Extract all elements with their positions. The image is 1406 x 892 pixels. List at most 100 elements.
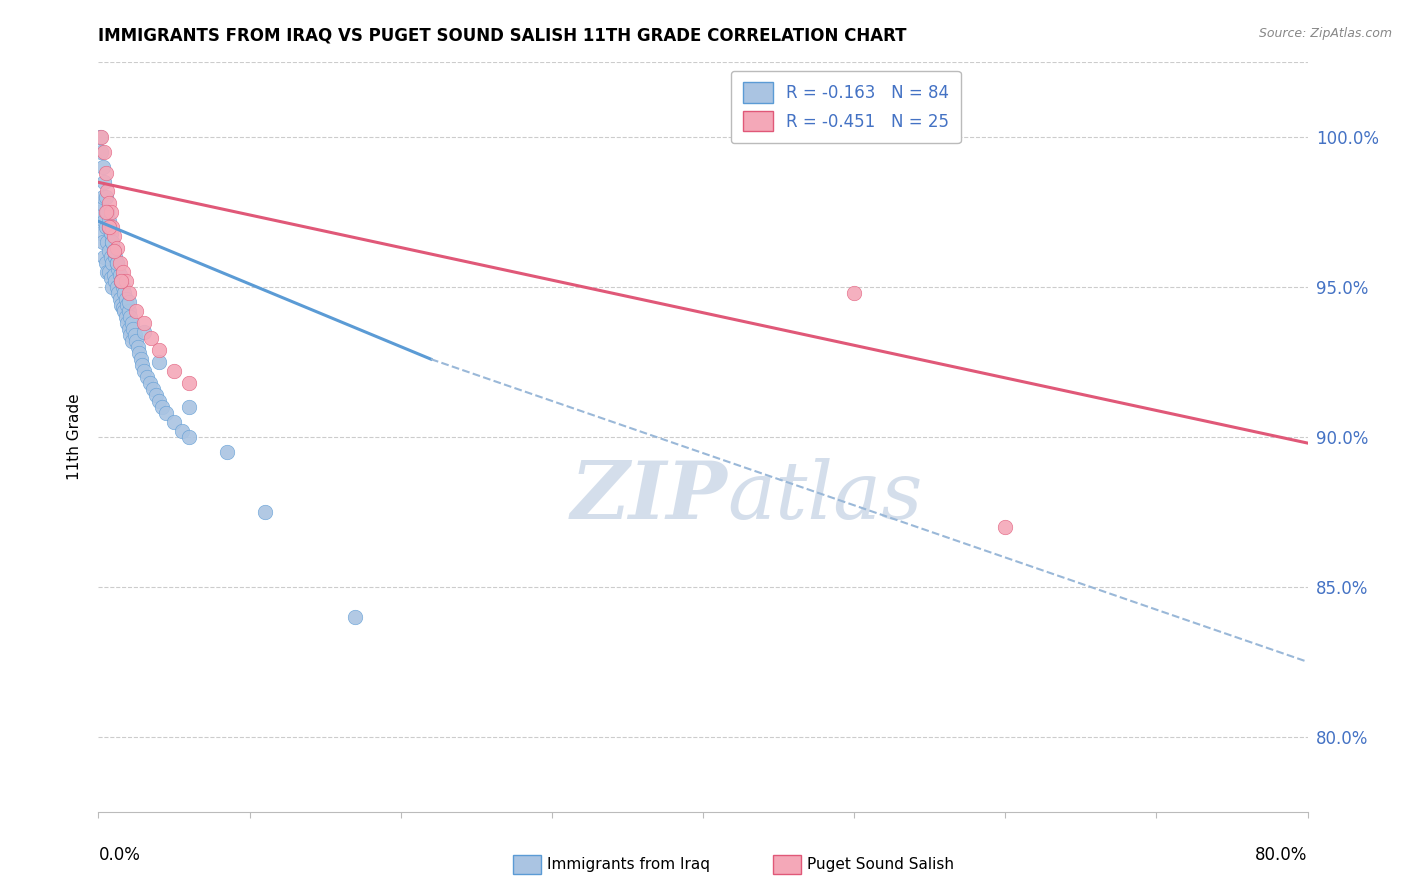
- Point: [141, 331, 163, 345]
- Point: [98, 214, 121, 228]
- Point: [148, 343, 170, 358]
- Point: [122, 322, 145, 336]
- Point: [118, 286, 141, 301]
- Point: [145, 388, 167, 402]
- Point: [91, 235, 114, 250]
- Point: [148, 394, 170, 409]
- Point: [179, 400, 201, 414]
- Point: [150, 400, 173, 414]
- Point: [90, 196, 112, 211]
- Point: [93, 175, 115, 189]
- Point: [108, 268, 131, 283]
- Point: [142, 382, 165, 396]
- Point: [131, 358, 153, 372]
- Point: [94, 256, 117, 270]
- Point: [105, 256, 128, 270]
- Point: [90, 130, 112, 145]
- Point: [114, 274, 136, 288]
- Point: [93, 145, 115, 160]
- Point: [104, 274, 127, 288]
- Point: [104, 250, 127, 264]
- Point: [103, 244, 125, 259]
- Legend: R = -0.163   N = 84, R = -0.451   N = 25: R = -0.163 N = 84, R = -0.451 N = 25: [731, 70, 960, 143]
- Point: [100, 227, 122, 241]
- Point: [100, 205, 122, 219]
- Point: [163, 364, 186, 378]
- Point: [103, 229, 125, 244]
- Point: [121, 334, 143, 348]
- Point: [118, 322, 141, 336]
- Text: ZIP: ZIP: [571, 458, 727, 536]
- Point: [89, 205, 111, 219]
- Point: [96, 205, 118, 219]
- Point: [128, 346, 150, 360]
- Point: [107, 262, 129, 277]
- Point: [103, 268, 125, 283]
- Point: [105, 280, 128, 294]
- Point: [101, 235, 124, 250]
- Point: [98, 265, 121, 279]
- Point: [108, 292, 131, 306]
- Point: [148, 355, 170, 369]
- Point: [98, 220, 121, 235]
- Point: [115, 316, 138, 330]
- Point: [170, 424, 193, 438]
- Point: [111, 301, 134, 316]
- Point: [100, 271, 122, 285]
- Point: [118, 304, 141, 318]
- Point: [110, 274, 132, 288]
- Text: atlas: atlas: [727, 458, 922, 536]
- Point: [94, 220, 117, 235]
- Y-axis label: 11th Grade: 11th Grade: [67, 393, 83, 481]
- Point: [155, 406, 177, 420]
- Point: [100, 250, 122, 264]
- Point: [344, 610, 367, 624]
- Point: [110, 274, 132, 288]
- Point: [98, 196, 121, 211]
- Point: [118, 295, 141, 310]
- Point: [96, 184, 118, 198]
- Point: [121, 316, 143, 330]
- Point: [101, 220, 124, 235]
- Point: [94, 166, 117, 180]
- Point: [114, 310, 136, 325]
- Point: [124, 328, 146, 343]
- Point: [125, 304, 148, 318]
- Point: [844, 286, 866, 301]
- Point: [112, 286, 135, 301]
- Text: Immigrants from Iraq: Immigrants from Iraq: [547, 857, 710, 871]
- Point: [101, 280, 124, 294]
- Point: [100, 227, 122, 241]
- Text: 80.0%: 80.0%: [1256, 846, 1308, 863]
- Text: IMMIGRANTS FROM IRAQ VS PUGET SOUND SALISH 11TH GRADE CORRELATION CHART: IMMIGRANTS FROM IRAQ VS PUGET SOUND SALI…: [98, 27, 907, 45]
- Point: [132, 316, 155, 330]
- Point: [91, 190, 114, 204]
- Point: [994, 520, 1017, 534]
- Point: [93, 250, 115, 264]
- Point: [98, 244, 121, 259]
- Point: [115, 298, 138, 312]
- Point: [112, 304, 135, 318]
- Point: [111, 280, 134, 294]
- Point: [98, 220, 121, 235]
- Point: [111, 265, 134, 279]
- Point: [90, 145, 112, 160]
- Point: [132, 325, 155, 339]
- Point: [96, 265, 118, 279]
- Point: [215, 445, 238, 459]
- Point: [103, 244, 125, 259]
- Point: [135, 370, 157, 384]
- Point: [94, 190, 117, 204]
- Point: [105, 256, 128, 270]
- Point: [108, 256, 131, 270]
- Point: [110, 298, 132, 312]
- Point: [93, 214, 115, 228]
- Point: [139, 376, 162, 391]
- Point: [125, 334, 148, 348]
- Point: [94, 205, 117, 219]
- Point: [96, 235, 118, 250]
- Point: [179, 430, 201, 444]
- Point: [90, 227, 112, 241]
- Point: [110, 274, 132, 288]
- Point: [101, 256, 124, 270]
